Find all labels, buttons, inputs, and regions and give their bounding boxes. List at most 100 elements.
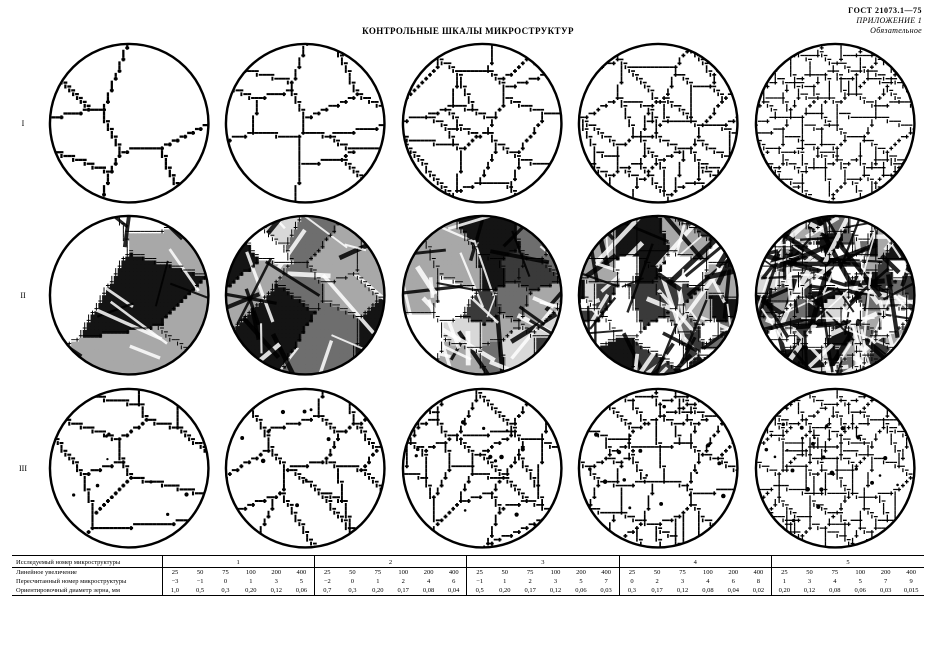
table-row-label: Ориентировочный диаметр зерна, мм [12,586,162,595]
micrograph-svg [401,387,563,549]
table-row-label: Линейное увеличение [12,568,162,578]
table-cell: 75 [670,568,695,578]
table-cell: 4 [695,577,720,586]
micrograph-cell [401,42,563,204]
table-cell: 1 [492,577,517,586]
table-cell: 1 [365,577,390,586]
table-cell: 3 [797,577,822,586]
micrograph-cell [48,214,210,376]
table-cell: 50 [797,568,822,578]
table-cell: 0,20 [238,586,263,595]
page-title: КОНТРОЛЬНЫЕ ШКАЛЫ МИКРОСТРУКТУР [12,26,924,36]
table-cell: 25 [467,568,492,578]
table-cell: 0,17 [517,586,542,595]
table-cell: 75 [365,568,390,578]
table-cell: 25 [162,568,187,578]
table-cell: 7 [873,577,898,586]
micrograph-cell [224,387,386,549]
table-cell: −2 [314,577,339,586]
table-cell: 1 [238,577,263,586]
micrograph-svg [224,42,386,204]
table-cell: 0,02 [746,586,771,595]
micrograph-svg [401,214,563,376]
table-cell: 0,3 [213,586,238,595]
table-cell: 50 [644,568,669,578]
table-cell: 0 [340,577,365,586]
table-cell: 400 [441,568,466,578]
micrograph-cell [401,214,563,376]
micrograph-svg [224,387,386,549]
table-cell: 7 [594,577,619,586]
micrograph-svg [48,214,210,376]
table-cell: 0,08 [695,586,720,595]
table-cell: 0,20 [492,586,517,595]
header-block: ГОСТ 21073.1—75 ПРИЛОЖЕНИЕ 1 Обязательно… [848,6,922,36]
table-cell: 100 [543,568,568,578]
micrograph-cell [754,42,916,204]
micrograph-svg [48,387,210,549]
micrograph-svg [577,214,739,376]
table-cell: 0,04 [441,586,466,595]
microstructure-grid: I II III [12,40,924,549]
table-cell: 75 [517,568,542,578]
table-group-id: 5 [771,556,924,568]
standard-code: ГОСТ 21073.1—75 [848,6,922,16]
table-cell: 400 [746,568,771,578]
table-cell: 4 [822,577,847,586]
table-cell: 75 [213,568,238,578]
micrograph-cell [48,42,210,204]
table-cell: 100 [848,568,873,578]
micrograph-svg [577,42,739,204]
table-cell: 200 [416,568,441,578]
table-cell: 0,08 [416,586,441,595]
micrograph-svg [48,42,210,204]
micrograph-cell [577,42,739,204]
data-table: Исследуемый номер микроструктуры12345Лин… [12,556,924,595]
mandatory-label: Обязательное [848,26,922,36]
table-cell: 0,12 [797,586,822,595]
data-table-wrap: Исследуемый номер микроструктуры12345Лин… [12,555,924,596]
table-cell: 25 [314,568,339,578]
table-cell: 0,04 [721,586,746,595]
row-label: III [12,387,34,549]
table-group-id: 1 [162,556,314,568]
micrograph-cell [754,387,916,549]
table-cell: −1 [467,577,492,586]
table-cell: 5 [848,577,873,586]
micrograph-svg [754,387,916,549]
table-cell: 5 [568,577,593,586]
table-cell: 6 [441,577,466,586]
table-cell: 3 [670,577,695,586]
table-cell: 0,12 [264,586,289,595]
table-cell: 2 [644,577,669,586]
appendix-label: ПРИЛОЖЕНИЕ 1 [848,16,922,26]
table-cell: 0,7 [314,586,339,595]
table-cell: 0 [213,577,238,586]
table-cell: −1 [187,577,212,586]
table-cell: 0,5 [187,586,212,595]
table-cell: 0,3 [340,586,365,595]
table-header-label: Исследуемый номер микроструктуры [12,556,162,568]
table-cell: 0,06 [848,586,873,595]
table-cell: 0 [619,577,644,586]
micrograph-svg [754,42,916,204]
table-cell: 400 [898,568,924,578]
table-cell: 50 [492,568,517,578]
table-cell: 50 [340,568,365,578]
micrograph-cell [48,387,210,549]
micrograph-svg [224,214,386,376]
table-group-id: 3 [467,556,619,568]
micrograph-cell [401,387,563,549]
row-label: II [12,214,34,376]
table-cell: 100 [238,568,263,578]
table-cell: 5 [289,577,314,586]
micrograph-cell [224,42,386,204]
table-cell: 25 [771,568,796,578]
table-cell: 1,0 [162,586,187,595]
micrograph-cell [577,387,739,549]
table-cell: 400 [594,568,619,578]
table-cell: 50 [187,568,212,578]
micrograph-cell [224,214,386,376]
table-cell: 0,20 [771,586,796,595]
micrograph-svg [754,214,916,376]
